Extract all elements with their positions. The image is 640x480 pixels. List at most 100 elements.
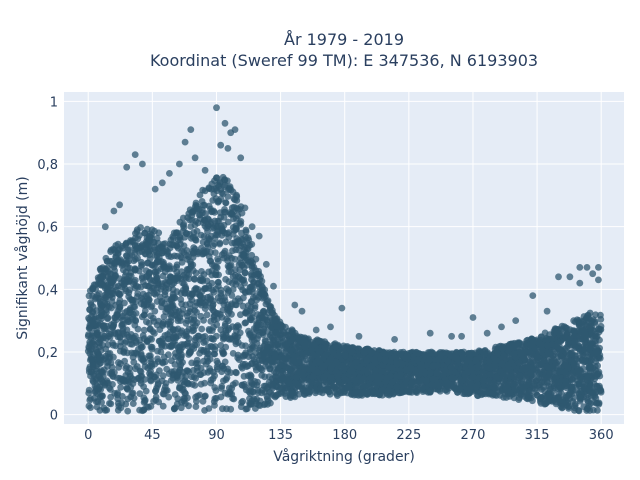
data-point bbox=[159, 272, 167, 280]
data-point bbox=[112, 258, 120, 266]
data-point bbox=[161, 240, 169, 248]
data-point bbox=[154, 267, 162, 275]
data-point bbox=[583, 405, 591, 413]
data-point bbox=[491, 355, 498, 363]
data-point bbox=[171, 404, 179, 412]
data-point bbox=[270, 378, 277, 385]
data-point bbox=[313, 380, 320, 388]
data-point bbox=[378, 386, 386, 394]
data-point bbox=[414, 379, 422, 387]
data-point bbox=[140, 399, 148, 406]
data-point bbox=[248, 251, 256, 259]
data-point bbox=[129, 400, 137, 407]
data-point bbox=[234, 354, 242, 362]
data-point bbox=[230, 215, 237, 223]
data-point bbox=[581, 345, 589, 353]
data-point bbox=[393, 383, 401, 391]
data-point bbox=[134, 325, 142, 333]
data-point bbox=[125, 246, 133, 253]
data-point bbox=[475, 363, 482, 370]
data-point bbox=[107, 270, 115, 277]
data-point bbox=[246, 330, 254, 337]
data-point bbox=[183, 328, 191, 336]
data-point bbox=[225, 268, 233, 275]
data-point bbox=[120, 349, 128, 356]
data-point bbox=[222, 329, 230, 337]
data-point bbox=[409, 382, 416, 390]
data-point bbox=[118, 399, 126, 407]
data-point bbox=[233, 278, 241, 285]
data-point bbox=[216, 297, 224, 305]
data-point bbox=[389, 390, 397, 398]
data-point bbox=[351, 377, 359, 385]
data-point bbox=[89, 350, 97, 358]
data-point bbox=[276, 360, 284, 368]
data-point bbox=[139, 290, 147, 298]
data-point bbox=[248, 314, 256, 321]
data-point bbox=[236, 266, 244, 274]
data-point bbox=[197, 380, 205, 388]
data-point bbox=[193, 299, 201, 306]
data-point bbox=[189, 247, 197, 255]
data-point bbox=[358, 389, 365, 396]
data-point bbox=[318, 364, 326, 371]
data-point bbox=[106, 303, 113, 311]
data-point bbox=[92, 281, 99, 289]
data-point bbox=[115, 299, 123, 307]
data-point bbox=[136, 390, 144, 397]
data-point bbox=[171, 391, 179, 398]
data-point bbox=[557, 385, 565, 392]
data-point bbox=[414, 356, 422, 364]
data-point bbox=[246, 395, 253, 402]
data-point bbox=[570, 328, 578, 335]
data-point bbox=[164, 276, 172, 284]
data-point bbox=[242, 342, 250, 350]
data-point bbox=[575, 407, 583, 415]
data-point bbox=[489, 391, 497, 399]
data-point bbox=[570, 394, 578, 402]
data-point bbox=[221, 176, 228, 183]
data-point bbox=[186, 308, 194, 315]
data-point bbox=[464, 390, 471, 398]
data-point bbox=[222, 199, 230, 207]
data-point bbox=[493, 373, 500, 381]
data-point bbox=[531, 381, 538, 388]
data-point bbox=[229, 350, 237, 357]
data-point bbox=[86, 287, 94, 295]
data-point bbox=[197, 364, 205, 372]
data-point bbox=[212, 263, 220, 271]
data-point bbox=[221, 322, 229, 330]
data-point bbox=[117, 384, 124, 391]
data-point bbox=[150, 397, 158, 405]
data-point bbox=[352, 382, 360, 390]
data-point bbox=[285, 379, 293, 387]
data-point bbox=[151, 227, 158, 235]
data-point bbox=[238, 209, 246, 217]
data-point bbox=[204, 221, 212, 229]
data-point bbox=[536, 370, 543, 378]
data-point bbox=[143, 225, 151, 233]
data-point bbox=[189, 254, 197, 261]
data-point bbox=[137, 380, 145, 387]
data-point bbox=[545, 373, 553, 381]
data-point bbox=[241, 269, 249, 277]
data-point bbox=[165, 351, 172, 359]
data-point bbox=[215, 278, 222, 286]
data-point bbox=[218, 189, 226, 197]
data-point bbox=[295, 383, 303, 390]
data-point bbox=[500, 352, 507, 360]
data-point bbox=[199, 333, 207, 341]
data-point bbox=[210, 398, 218, 405]
data-point bbox=[538, 333, 545, 341]
data-point bbox=[159, 263, 167, 271]
data-point bbox=[244, 362, 252, 370]
data-point bbox=[126, 295, 134, 303]
data-point bbox=[164, 335, 172, 343]
data-point bbox=[196, 191, 204, 199]
data-point bbox=[117, 338, 125, 346]
data-point bbox=[94, 274, 102, 282]
data-point bbox=[159, 372, 167, 380]
data-point bbox=[184, 367, 192, 375]
data-point bbox=[153, 281, 161, 289]
data-point bbox=[168, 368, 176, 376]
